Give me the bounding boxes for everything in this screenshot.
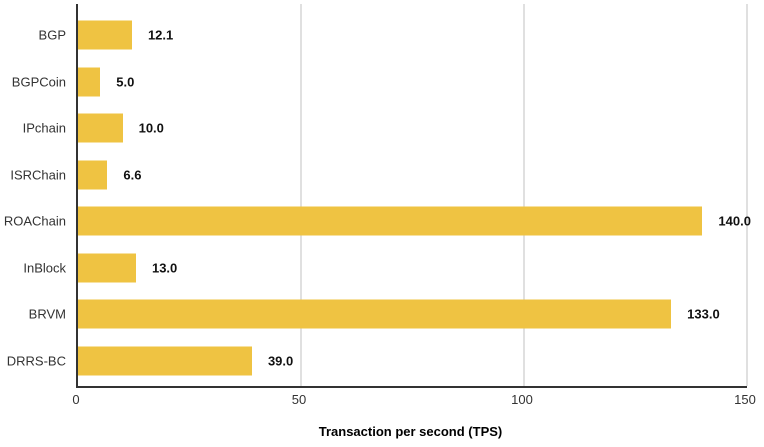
bar-row: BRVM 133.0 (29, 291, 747, 338)
gridline (523, 4, 525, 386)
value-label: 133.0 (687, 306, 720, 322)
gridline (746, 4, 748, 386)
x-axis-ticks: 0 50 100 150 (72, 392, 755, 410)
bar (78, 299, 672, 329)
bar-row: ISRChain 6.6 (10, 152, 747, 199)
x-axis-title: Transaction per second (TPS) (318, 424, 503, 439)
bar-row: DRRS-BC 39.0 (7, 338, 747, 385)
bar-row: IPchain 10.0 (23, 105, 747, 152)
bar (78, 67, 101, 97)
value-label: 140.0 (718, 213, 751, 229)
x-tick-label: 150 (734, 392, 756, 407)
bar-row: ROAChain 140.0 (4, 198, 751, 245)
bar-rows: BGP 12.1 BGPCoin 5.0 IPchain 10.0 ISRChain 6.6 R… (4, 12, 751, 385)
bar (78, 206, 703, 236)
x-tick-label: 100 (511, 392, 533, 407)
category-label: IPchain (22, 120, 66, 136)
bar (78, 160, 108, 190)
plot-area: BGP 12.1 BGPCoin 5.0 IPchain 10.0 ISRChain 6.6 R… (4, 4, 751, 388)
value-label: 13.0 (151, 260, 178, 276)
category-label: BRVM (28, 306, 66, 322)
x-tick-label: 0 (72, 392, 80, 407)
bar (78, 20, 132, 50)
category-label: ISRChain (10, 167, 66, 183)
bar (78, 253, 136, 283)
category-label: InBlock (23, 260, 66, 276)
value-label: 5.0 (116, 74, 135, 90)
x-tick-label: 50 (291, 392, 307, 407)
category-label: DRRS-BC (6, 353, 66, 369)
bar-row: InBlock 13.0 (23, 245, 747, 292)
value-label: 6.6 (123, 167, 142, 183)
bar (78, 113, 123, 143)
category-label: BGP (38, 27, 66, 43)
category-label: ROAChain (3, 213, 66, 229)
value-label: 12.1 (147, 27, 174, 43)
category-label: BGPCoin (11, 74, 66, 90)
bar-row: BGPCoin 5.0 (12, 59, 747, 106)
value-label: 39.0 (267, 353, 294, 369)
bar-row: BGP 12.1 (39, 12, 747, 59)
gridline (300, 4, 302, 386)
value-label: 10.0 (138, 120, 164, 136)
bar (78, 346, 252, 376)
